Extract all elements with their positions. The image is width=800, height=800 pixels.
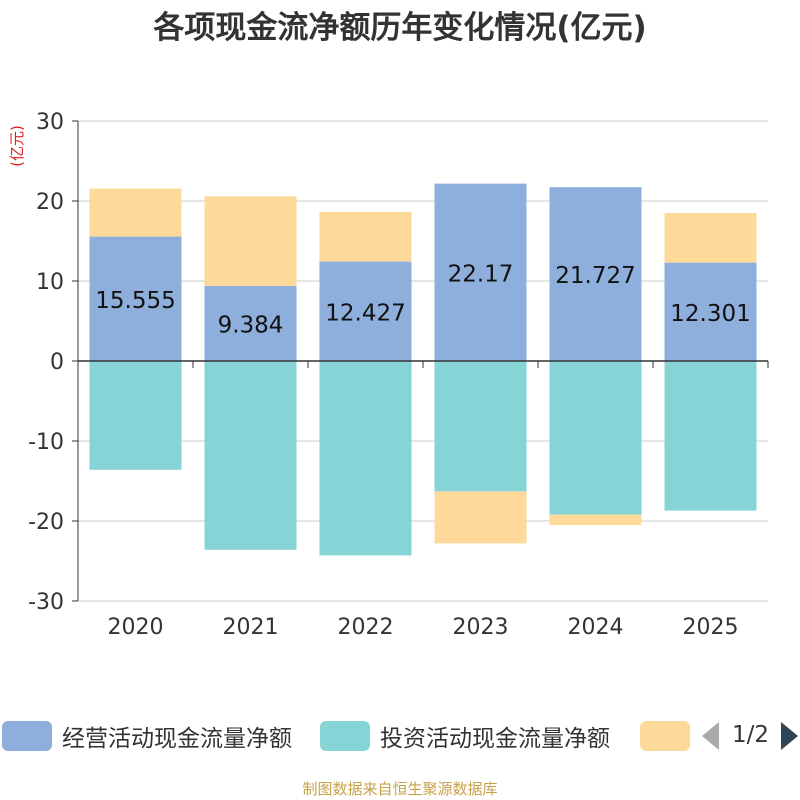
y-axis-unit-label: (亿元)	[8, 125, 26, 167]
data-label-2020: 15.555	[95, 288, 175, 314]
bar-operating-2022	[319, 261, 412, 361]
y-tick-label: -10	[28, 430, 64, 455]
chart-title: 各项现金流净额历年变化情况(亿元)	[153, 10, 647, 46]
legend-swatch-operating	[2, 721, 52, 751]
data-label-2021: 9.384	[218, 312, 284, 338]
bar-investing-2020	[89, 361, 182, 470]
data-label-2025: 12.301	[670, 301, 750, 327]
bar-other-2023	[434, 491, 527, 544]
bar-other-2021	[204, 196, 297, 286]
y-tick-label: 0	[50, 350, 64, 375]
y-tick-label: -30	[28, 590, 64, 615]
x-tick-label-2021: 2021	[223, 615, 279, 640]
legend-item-other[interactable]	[640, 720, 700, 752]
x-tick-label-2025: 2025	[683, 615, 739, 640]
legend-item-operating[interactable]: 经营活动现金流量净额	[2, 720, 292, 752]
legend-page-indicator: 1/2	[732, 722, 770, 748]
bar-investing-2022	[319, 361, 412, 556]
bar-operating-2020	[89, 236, 182, 361]
bar-operating-2021	[204, 285, 297, 361]
bar-other-2024	[549, 514, 642, 525]
y-tick-label: 10	[36, 270, 64, 295]
legend-swatch-other	[640, 721, 690, 751]
legend-next-page-icon[interactable]	[781, 722, 798, 750]
bar-operating-2023	[434, 183, 527, 361]
legend-label-investing: 投资活动现金流量净额	[380, 726, 610, 752]
legend-swatch-investing	[320, 721, 370, 751]
data-label-2024: 21.727	[555, 263, 635, 289]
legend-prev-page-icon[interactable]	[702, 722, 719, 750]
data-label-2022: 12.427	[325, 300, 405, 326]
bar-operating-2024	[549, 187, 642, 361]
bar-investing-2024	[549, 361, 642, 515]
x-tick-label-2022: 2022	[338, 615, 394, 640]
x-tick-label-2023: 2023	[453, 615, 509, 640]
bar-other-2022	[319, 211, 412, 262]
legend-label-operating: 经营活动现金流量净额	[62, 726, 292, 752]
bar-investing-2023	[434, 361, 527, 492]
legend-item-investing[interactable]: 投资活动现金流量净额	[320, 720, 610, 752]
data-label-2023: 22.17	[448, 261, 514, 287]
x-tick-label-2020: 2020	[108, 615, 164, 640]
x-tick-label-2024: 2024	[568, 615, 624, 640]
bar-other-2020	[89, 188, 182, 237]
y-tick-label: 20	[36, 190, 64, 215]
chart-canvas: 30 20 10 0 -10 -20 -30 (亿元) 15.555 9.384 12.427 22.…	[8, 110, 769, 640]
bar-investing-2025	[664, 361, 757, 511]
source-note: 制图数据来自恒生聚源数据库	[302, 780, 498, 798]
legend: 经营活动现金流量净额 投资活动现金流量净额 1/2	[0, 714, 800, 758]
bar-investing-2021	[204, 361, 297, 550]
bar-other-2025	[664, 212, 757, 263]
bar-operating-2025	[664, 262, 757, 361]
y-tick-label: 30	[36, 110, 64, 135]
y-tick-label: -20	[28, 510, 64, 535]
